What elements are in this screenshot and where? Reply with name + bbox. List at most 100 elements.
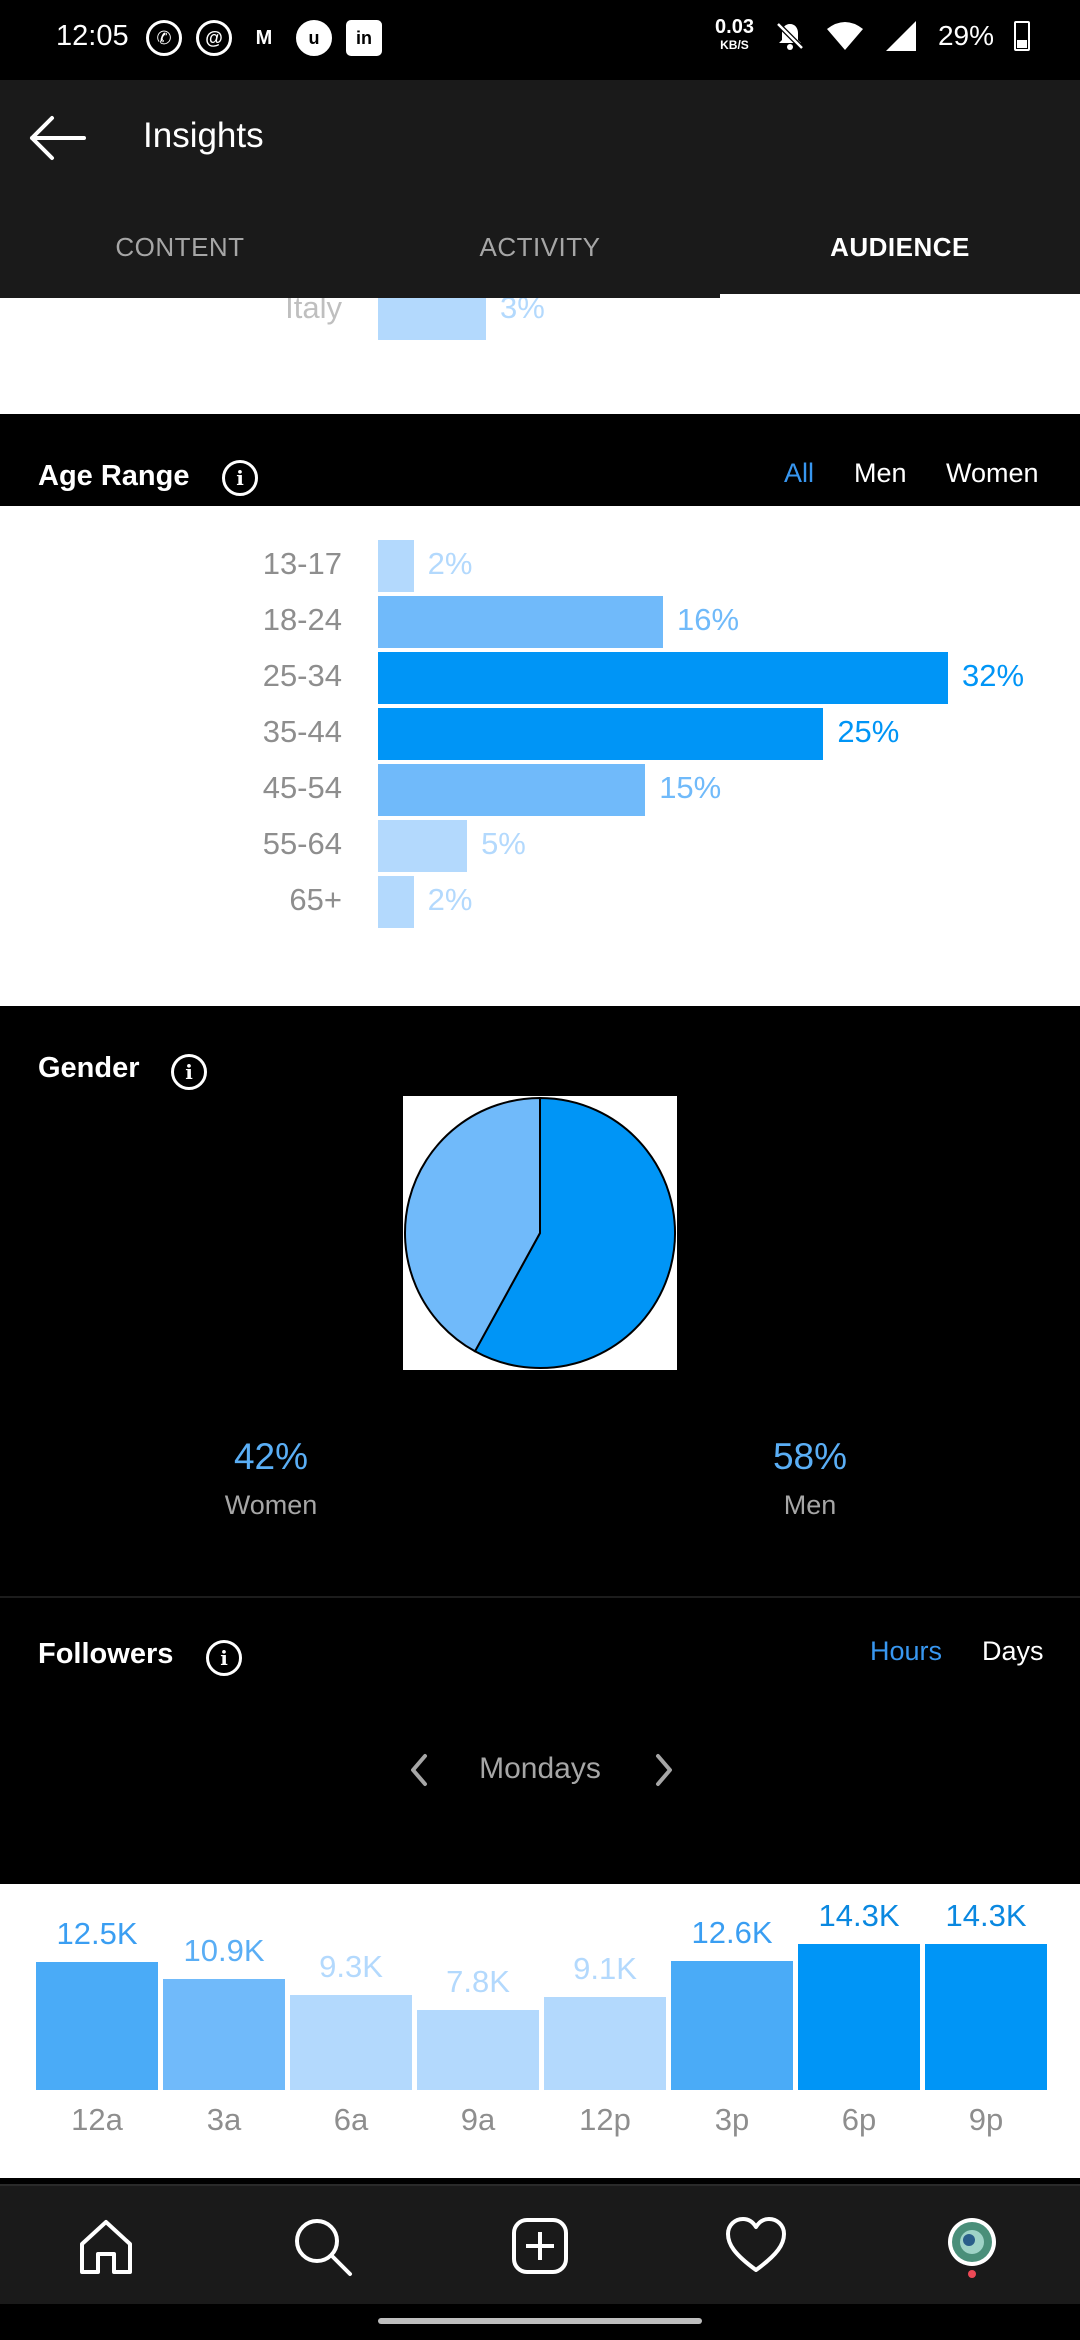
followers-chart: 12.5K 12a 10.9K 3a 9.3K 6a 7.8K 9a 9.1K 12p 12.6K 3… [0,1884,1080,2178]
filter-women[interactable]: Women [946,458,1039,488]
age-label: 25-34 [262,658,342,693]
followers-hour-label: 3a [206,2102,242,2137]
men-percent: 58% [772,1436,848,1477]
threads-icon: @ [196,20,232,56]
men-slice [473,1096,677,1369]
age-bar [378,652,948,704]
filter-days[interactable]: Days [982,1636,1044,1666]
divider [0,1596,1080,1598]
tab-content[interactable]: CONTENT [115,232,245,262]
page-title: Insights [143,116,264,155]
gender-pie-chart [403,1096,677,1370]
status-time: 12:05 [56,20,129,52]
net-speed: 0.03 KB/S [715,16,754,52]
age-bar [378,820,468,872]
women-label: Women [224,1490,318,1520]
followers-hour-label: 6a [333,2102,369,2137]
tab-bar: CONTENT ACTIVITY AUDIENCE [0,196,1080,298]
age-bar [378,540,414,592]
home-icon[interactable] [74,2214,138,2278]
chevron-right-icon[interactable] [648,1752,678,1788]
location-bar [378,298,486,340]
age-value: 5% [481,826,526,861]
followers-bar [163,1978,285,2090]
followers-bar [36,1962,158,2090]
followers-bar-group: 12.6K 3p [671,1884,793,2178]
age-value: 32% [962,658,1025,693]
search-icon[interactable] [290,2214,354,2278]
followers-value: 12.6K [691,1915,773,1951]
age-label: 18-24 [262,602,342,637]
age-value: 25% [837,714,900,749]
followers-value: 7.8K [446,1964,510,2000]
tab-activity[interactable]: ACTIVITY [479,232,601,262]
followers-bar-group: 7.8K 9a [417,1884,539,2178]
gesture-handle[interactable] [378,2318,702,2324]
age-bar [378,876,414,928]
heart-icon[interactable] [724,2214,788,2278]
followers-bar [417,2010,539,2090]
filter-hours[interactable]: Hours [870,1636,943,1666]
age-label: 13-17 [262,546,342,581]
info-icon[interactable]: i [171,1054,207,1090]
tab-audience[interactable]: AUDIENCE [720,196,1080,298]
notification-icons: ✆ @ M u in [146,20,382,56]
add-post-icon[interactable] [508,2214,572,2278]
followers-value: 14.3K [818,1898,900,1933]
followers-hour-label: 12p [579,2102,631,2137]
gender-section: Gender i 42% Women 58% Men [0,1006,1080,1596]
followers-bar [290,1995,412,2090]
followers-header: Followers i Hours Days Mondays [0,1598,1080,1884]
gesture-area [0,2304,1080,2340]
age-row-13-17: 13-17 2% [0,540,1080,592]
followers-title: Followers [38,1638,174,1670]
age-bar [378,596,663,648]
pie-svg [404,1096,677,1369]
age-row-35-44: 35-44 25% [0,708,1080,760]
age-range-title: Age Range [38,460,190,492]
gender-title: Gender [38,1052,140,1084]
bottom-nav [0,2184,1080,2304]
followers-value: 9.1K [573,1951,637,1987]
age-row-25-34: 25-34 32% [0,652,1080,704]
app-icon: u [296,20,332,56]
linkedin-icon: in [346,20,382,56]
battery-percent: 29% [937,20,994,51]
followers-value: 9.3K [319,1949,383,1985]
filter-all[interactable]: All [784,458,815,488]
followers-bar-group: 9.3K 6a [290,1884,412,2178]
battery-icon [1014,21,1030,51]
filter-men[interactable]: Men [854,458,907,488]
age-value: 2% [427,882,473,917]
age-range-header: Age Range i All Men Women [0,414,1080,506]
followers-hour-label: 3p [714,2102,750,2137]
status-bar: 12:05 ✆ @ M u in 0.03 KB/S [0,0,1080,80]
followers-bar [671,1961,793,2090]
men-label: Men [783,1490,837,1520]
age-label: 35-44 [262,714,342,749]
info-icon[interactable]: i [222,460,258,496]
followers-value: 10.9K [183,1932,265,1968]
age-value: 16% [677,602,740,637]
back-arrow-icon[interactable] [24,108,90,168]
location-label: Italy [285,298,342,325]
followers-bar [544,1997,666,2090]
age-bar [378,764,646,816]
followers-bar-group: 14.3K 6p [798,1884,920,2178]
followers-value: 14.3K [945,1898,1027,1933]
top-locations-section: Italy 3% [0,298,1080,414]
chevron-left-icon[interactable] [405,1752,435,1788]
followers-hour-label: 6p [841,2102,877,2137]
wifi-icon [826,22,863,50]
age-row-65+: 65+ 2% [0,876,1080,928]
profile-avatar[interactable] [940,2214,1004,2278]
followers-bar-group: 10.9K 3a [163,1884,285,2178]
age-row-55-64: 55-64 5% [0,820,1080,872]
location-value: 3% [500,298,545,325]
mute-bell-icon [776,22,804,50]
followers-bar [798,1944,920,2090]
followers-bar-group: 12.5K 12a [36,1884,158,2178]
insights-content[interactable]: Italy 3% Age Range i All Men Women 13-17… [0,298,1080,2178]
age-label: 55-64 [262,826,342,861]
info-icon[interactable]: i [206,1640,242,1676]
